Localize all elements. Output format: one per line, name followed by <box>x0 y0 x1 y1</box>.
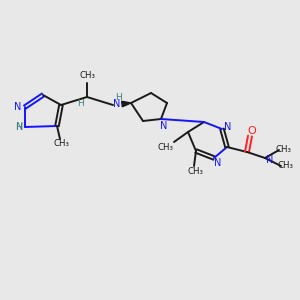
Text: CH₃: CH₃ <box>276 146 292 154</box>
Text: N: N <box>160 121 168 131</box>
Text: H: H <box>115 94 122 103</box>
Text: H: H <box>76 100 83 109</box>
Text: CH₃: CH₃ <box>278 161 294 170</box>
Text: CH₃: CH₃ <box>158 142 174 152</box>
Text: O: O <box>248 126 256 136</box>
Polygon shape <box>122 101 131 107</box>
Text: N: N <box>224 122 232 132</box>
Text: N: N <box>266 155 274 165</box>
Text: N: N <box>14 102 22 112</box>
Text: N: N <box>214 158 222 168</box>
Text: CH₃: CH₃ <box>188 167 204 176</box>
Text: N: N <box>16 122 23 132</box>
Text: CH₃: CH₃ <box>54 140 70 148</box>
Text: N: N <box>113 99 121 109</box>
Text: H: H <box>15 122 21 131</box>
Text: CH₃: CH₃ <box>79 71 95 80</box>
